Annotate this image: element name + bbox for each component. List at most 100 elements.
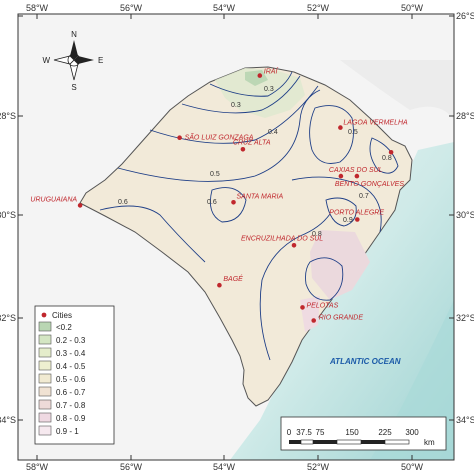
isoline	[181, 75, 301, 114]
scale-unit: km	[424, 438, 435, 447]
lon-tick-label: 54°W	[213, 3, 236, 13]
scale-tick-label: 0	[287, 428, 292, 437]
scale-tick-label: 150	[345, 428, 359, 437]
isoline-label: 0.6	[118, 199, 128, 206]
legend-class-label: 0.6 - 0.7	[56, 388, 86, 397]
isoline-label: 0.8	[312, 231, 322, 238]
latitude-labels: 26°S 28°S 28°S 30°S 30°S 32°S 32°S 34°S …	[0, 11, 474, 425]
city-marker	[177, 135, 182, 140]
lon-tick-label: 56°W	[120, 462, 143, 472]
lat-tick-label: 28°S	[456, 111, 474, 121]
lon-tick-label: 56°W	[120, 3, 143, 13]
city-label: PELOTAS	[307, 302, 339, 309]
legend-class-label: 0.4 - 0.5	[56, 362, 86, 371]
city-label: PORTO ALEGRE	[329, 210, 384, 217]
city-label: SANTA MARIA	[237, 193, 284, 200]
zone-low-north	[215, 68, 305, 118]
city-marker	[338, 173, 344, 179]
relief-shading	[340, 60, 454, 120]
isoline	[309, 105, 354, 164]
city-marker	[354, 173, 360, 179]
city-marker	[291, 243, 297, 248]
city-marker	[355, 217, 360, 222]
isoline-label: 0.9	[343, 217, 353, 224]
legend-class-label: 0.5 - 0.6	[56, 375, 86, 384]
lon-tick-label: 54°W	[213, 462, 236, 472]
lat-tick-label: 30°S	[456, 210, 474, 220]
city-marker	[217, 282, 222, 288]
legend-cities-label: Cities	[52, 311, 72, 320]
isoline-label: 0.5	[348, 129, 358, 136]
scale-tick-label: 37.5	[296, 428, 312, 437]
lat-tick-label: 34°S	[456, 415, 474, 425]
city-marker	[77, 203, 83, 208]
legend-swatch	[38, 347, 52, 358]
isoline	[369, 137, 399, 174]
lat-tick-label: 30°S	[0, 210, 16, 220]
legend-swatch	[38, 334, 52, 345]
isoline	[291, 176, 382, 233]
scale-tick-label: 225	[378, 428, 392, 437]
lat-tick-label: 26°S	[456, 11, 474, 21]
city-marker	[257, 73, 263, 78]
city-marker	[388, 150, 394, 155]
zone-high-lagoon	[310, 230, 370, 300]
isoline	[149, 85, 319, 144]
isoline	[99, 205, 206, 263]
legend-class-label: 0.8 - 0.9	[56, 414, 86, 423]
isoline-label: 0.6	[207, 199, 217, 206]
lon-tick-label: 50°W	[401, 3, 424, 13]
isoline	[259, 213, 331, 361]
lon-tick-label: 58°W	[26, 462, 49, 472]
city-label: URUGUAIANA	[30, 196, 77, 203]
isoline-label: 0.3	[264, 86, 274, 93]
compass-north: N	[71, 30, 77, 39]
city-marker	[338, 125, 343, 130]
legend-swatch	[38, 373, 52, 384]
legend-swatch	[38, 399, 52, 410]
isoline-labels: 0.3 0.3 0.4 0.5 0.5 0.6 0.6 0.7 0.8 0.8 …	[118, 86, 392, 238]
north-arrow-icon	[53, 40, 94, 81]
longitude-labels: 58°W 56°W 54°W 52°W 50°W 58°W 56°W 54°W …	[26, 3, 424, 472]
state-outline	[79, 66, 413, 407]
isoline-label: 0.3	[231, 102, 241, 109]
isolines	[99, 71, 399, 361]
legend-swatch	[38, 360, 52, 371]
compass-south: S	[71, 83, 76, 92]
compass-rose: N S E W	[42, 30, 103, 92]
city-label: BAGÉ	[223, 274, 243, 283]
isoline	[305, 257, 344, 301]
ocean-label: ATLANTIC OCEAN	[329, 357, 401, 366]
lon-tick-label: 52°W	[307, 3, 330, 13]
legend-class-label: 0.2 - 0.3	[56, 336, 86, 345]
city-label: IRAÍ	[264, 67, 279, 76]
isoline	[117, 89, 321, 182]
compass-east: E	[98, 56, 103, 65]
ocean-area	[230, 142, 454, 460]
isoline-label: 0.5	[210, 171, 220, 178]
compass-west: W	[42, 56, 50, 65]
city-label: LAGOA VERMELHA	[343, 120, 408, 127]
lat-tick-label: 32°S	[456, 313, 474, 323]
lon-tick-label: 50°W	[401, 462, 424, 472]
isoline	[325, 197, 357, 227]
scale-tick-label: 300	[405, 428, 419, 437]
lat-tick-label: 32°S	[0, 313, 16, 323]
city-label: CAXIAS DO SUL	[329, 167, 383, 174]
isoline	[209, 71, 293, 97]
scale-bar: 0 37.5 75 150 225 300 km	[280, 416, 447, 451]
lon-tick-label: 52°W	[307, 462, 330, 472]
city-marker	[311, 318, 317, 323]
legend-classes: <0.2 0.2 - 0.3 0.3 - 0.4 0.4 - 0.5 0.5 - 0.6…	[38, 321, 86, 436]
legend-swatch	[38, 425, 52, 436]
legend-city-marker	[41, 312, 47, 318]
lat-tick-label: 28°S	[0, 111, 16, 121]
state-region	[79, 66, 413, 407]
city-marker	[240, 147, 246, 152]
city-label: SÃO LUIZ GONZAGA	[185, 133, 254, 142]
city-label: ENCRUZILHADA DO SUL	[241, 235, 323, 242]
zone-lowest	[245, 70, 268, 86]
legend-class-label: <0.2	[56, 323, 72, 332]
